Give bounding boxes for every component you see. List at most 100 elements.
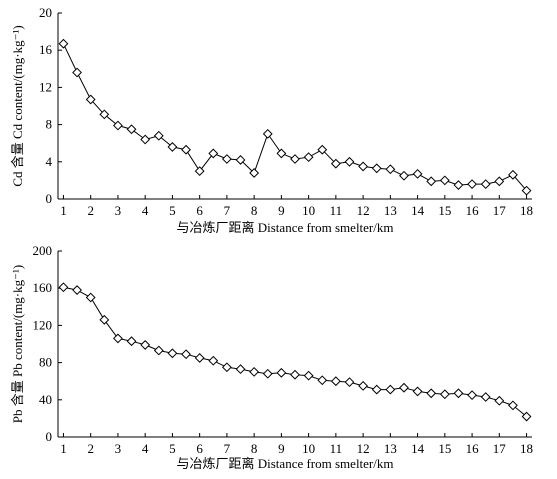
chart-1-data-point xyxy=(140,134,151,145)
chart-1-data-point xyxy=(181,144,191,155)
chart-1-series-line xyxy=(62,43,527,191)
chart-2-data-point xyxy=(208,355,219,366)
chart-1-x-tick-label: 8 xyxy=(251,203,258,218)
chart-1-x-tick-label: 6 xyxy=(196,203,203,218)
chart-2-data-point xyxy=(262,368,273,379)
chart-2-y-tick-label: 120 xyxy=(33,317,53,332)
chart-2-data-point xyxy=(344,377,355,388)
chart-2-data-point xyxy=(72,285,82,295)
chart-2-data-point xyxy=(439,389,450,400)
chart-2-y-tick-label: 80 xyxy=(39,355,52,370)
chart-1-data-point xyxy=(167,142,178,152)
chart-1-data-point xyxy=(412,168,423,179)
chart-2-x-tick-label: 2 xyxy=(87,441,94,456)
chart-2-x-tick-label: 11 xyxy=(330,441,343,456)
chart-2-data-point xyxy=(480,392,491,402)
chart-2-x-tick-label: 15 xyxy=(438,441,451,456)
chart-1-x-tick-label: 10 xyxy=(302,203,315,218)
chart-1-x-tick-label: 13 xyxy=(384,203,397,218)
chart-2-data-point xyxy=(290,369,300,380)
chart-1-x-tick-label: 15 xyxy=(438,203,451,218)
chart-2-y-axis-title: Pb 含量 Pb content/(mg·kg⁻¹) xyxy=(10,265,25,423)
chart-2-x-tick-label: 5 xyxy=(169,441,176,456)
chart-2-data-point xyxy=(330,376,341,387)
chart-2-data-point xyxy=(453,388,464,399)
chart-2-x-tick-label: 6 xyxy=(196,441,203,456)
chart-1-data-point xyxy=(249,168,260,178)
chart-1-x-tick-label: 14 xyxy=(411,203,425,218)
chart-2-data-point xyxy=(58,282,69,293)
chart-2-data-point xyxy=(467,390,477,401)
chart-1-x-tick-label: 4 xyxy=(142,203,149,218)
chart-2-data-point xyxy=(126,336,137,347)
chart-2-data-point xyxy=(494,395,505,406)
chart-1-x-tick-label: 9 xyxy=(278,203,285,218)
chart-1-y-axis-title: Cd 含量 Cd content/(mg·kg⁻¹) xyxy=(10,25,25,186)
chart-1-data-point xyxy=(521,185,532,196)
chart-2-x-axis-title: 与冶炼厂距离 Distance from smelter/km xyxy=(177,456,394,471)
chart-1-y-tick-label: 0 xyxy=(46,191,53,206)
chart-2-data-point xyxy=(194,353,205,363)
chart-1-y-tick-label: 8 xyxy=(46,117,53,132)
chart-2-data-point xyxy=(113,333,123,344)
chart-1-data-point xyxy=(235,155,246,165)
chart-2-data-point xyxy=(249,366,260,377)
chart-1-x-tick-label: 3 xyxy=(115,203,122,218)
chart-2-x-tick-label: 8 xyxy=(251,441,258,456)
chart-2-data-point xyxy=(167,348,178,359)
chart-2-x-tick-label: 7 xyxy=(224,441,231,456)
chart-2-data-point xyxy=(358,380,369,391)
chart-1-data-point xyxy=(113,120,123,131)
chart-2-data-point xyxy=(399,382,409,393)
chart-1-data-point xyxy=(371,163,382,174)
chart-1-data-point xyxy=(344,156,355,167)
chart-2-y-tick-label: 200 xyxy=(33,243,53,258)
chart-2-x-tick-label: 16 xyxy=(466,441,480,456)
chart-2-data-point xyxy=(412,386,423,397)
chart-1-x-tick-label: 2 xyxy=(87,203,94,218)
chart-2-x-tick-label: 1 xyxy=(60,441,67,456)
chart-1-data-point xyxy=(276,148,287,159)
chart-1-data-point xyxy=(508,169,518,180)
chart-1-data-point xyxy=(126,124,137,135)
chart-1-data-point xyxy=(290,154,300,164)
chart-1-x-tick-label: 1 xyxy=(60,203,67,218)
chart-2-x-tick-label: 18 xyxy=(520,441,533,456)
chart-2-data-point xyxy=(276,367,287,378)
chart-1-y-tick-label: 16 xyxy=(39,42,53,57)
chart-2-data-point xyxy=(235,364,246,375)
chart-1-data-point xyxy=(208,148,219,159)
chart-2-x-tick-label: 9 xyxy=(278,441,285,456)
chart-1-data-point xyxy=(358,161,369,172)
chart-2-data-point xyxy=(317,375,328,386)
chart-1-data-point xyxy=(439,175,450,186)
chart-2-x-tick-label: 14 xyxy=(411,441,425,456)
chart-1-x-tick-label: 17 xyxy=(493,203,507,218)
chart-2-data-point xyxy=(426,388,437,399)
chart-1-data-point xyxy=(72,67,82,78)
chart-2-y-tick-label: 40 xyxy=(39,392,52,407)
chart-1-data-point xyxy=(85,94,96,105)
chart-2-data-point xyxy=(221,362,232,373)
chart-1-x-tick-label: 12 xyxy=(357,203,370,218)
chart-2-series-line xyxy=(63,286,527,417)
chart-1-data-point xyxy=(58,38,69,49)
chart-2-data-point xyxy=(303,370,314,381)
chart-2-x-tick-label: 12 xyxy=(357,441,370,456)
chart-1-x-tick-label: 5 xyxy=(169,203,176,218)
chart-1-x-tick-label: 7 xyxy=(224,203,231,218)
chart-2-data-point xyxy=(140,340,151,350)
chart-2-data-point xyxy=(85,292,96,303)
chart-2-data-point xyxy=(508,400,518,411)
chart-2-y-tick-label: 0 xyxy=(46,429,53,444)
chart-2-data-point xyxy=(181,349,191,360)
chart-1-data-point xyxy=(153,130,164,141)
chart-1-data-point xyxy=(99,109,110,120)
chart-2-x-tick-label: 17 xyxy=(493,441,507,456)
chart-2-data-point xyxy=(99,314,110,325)
chart-1-data-point xyxy=(399,170,409,181)
chart-1-y-tick-label: 12 xyxy=(39,79,52,94)
